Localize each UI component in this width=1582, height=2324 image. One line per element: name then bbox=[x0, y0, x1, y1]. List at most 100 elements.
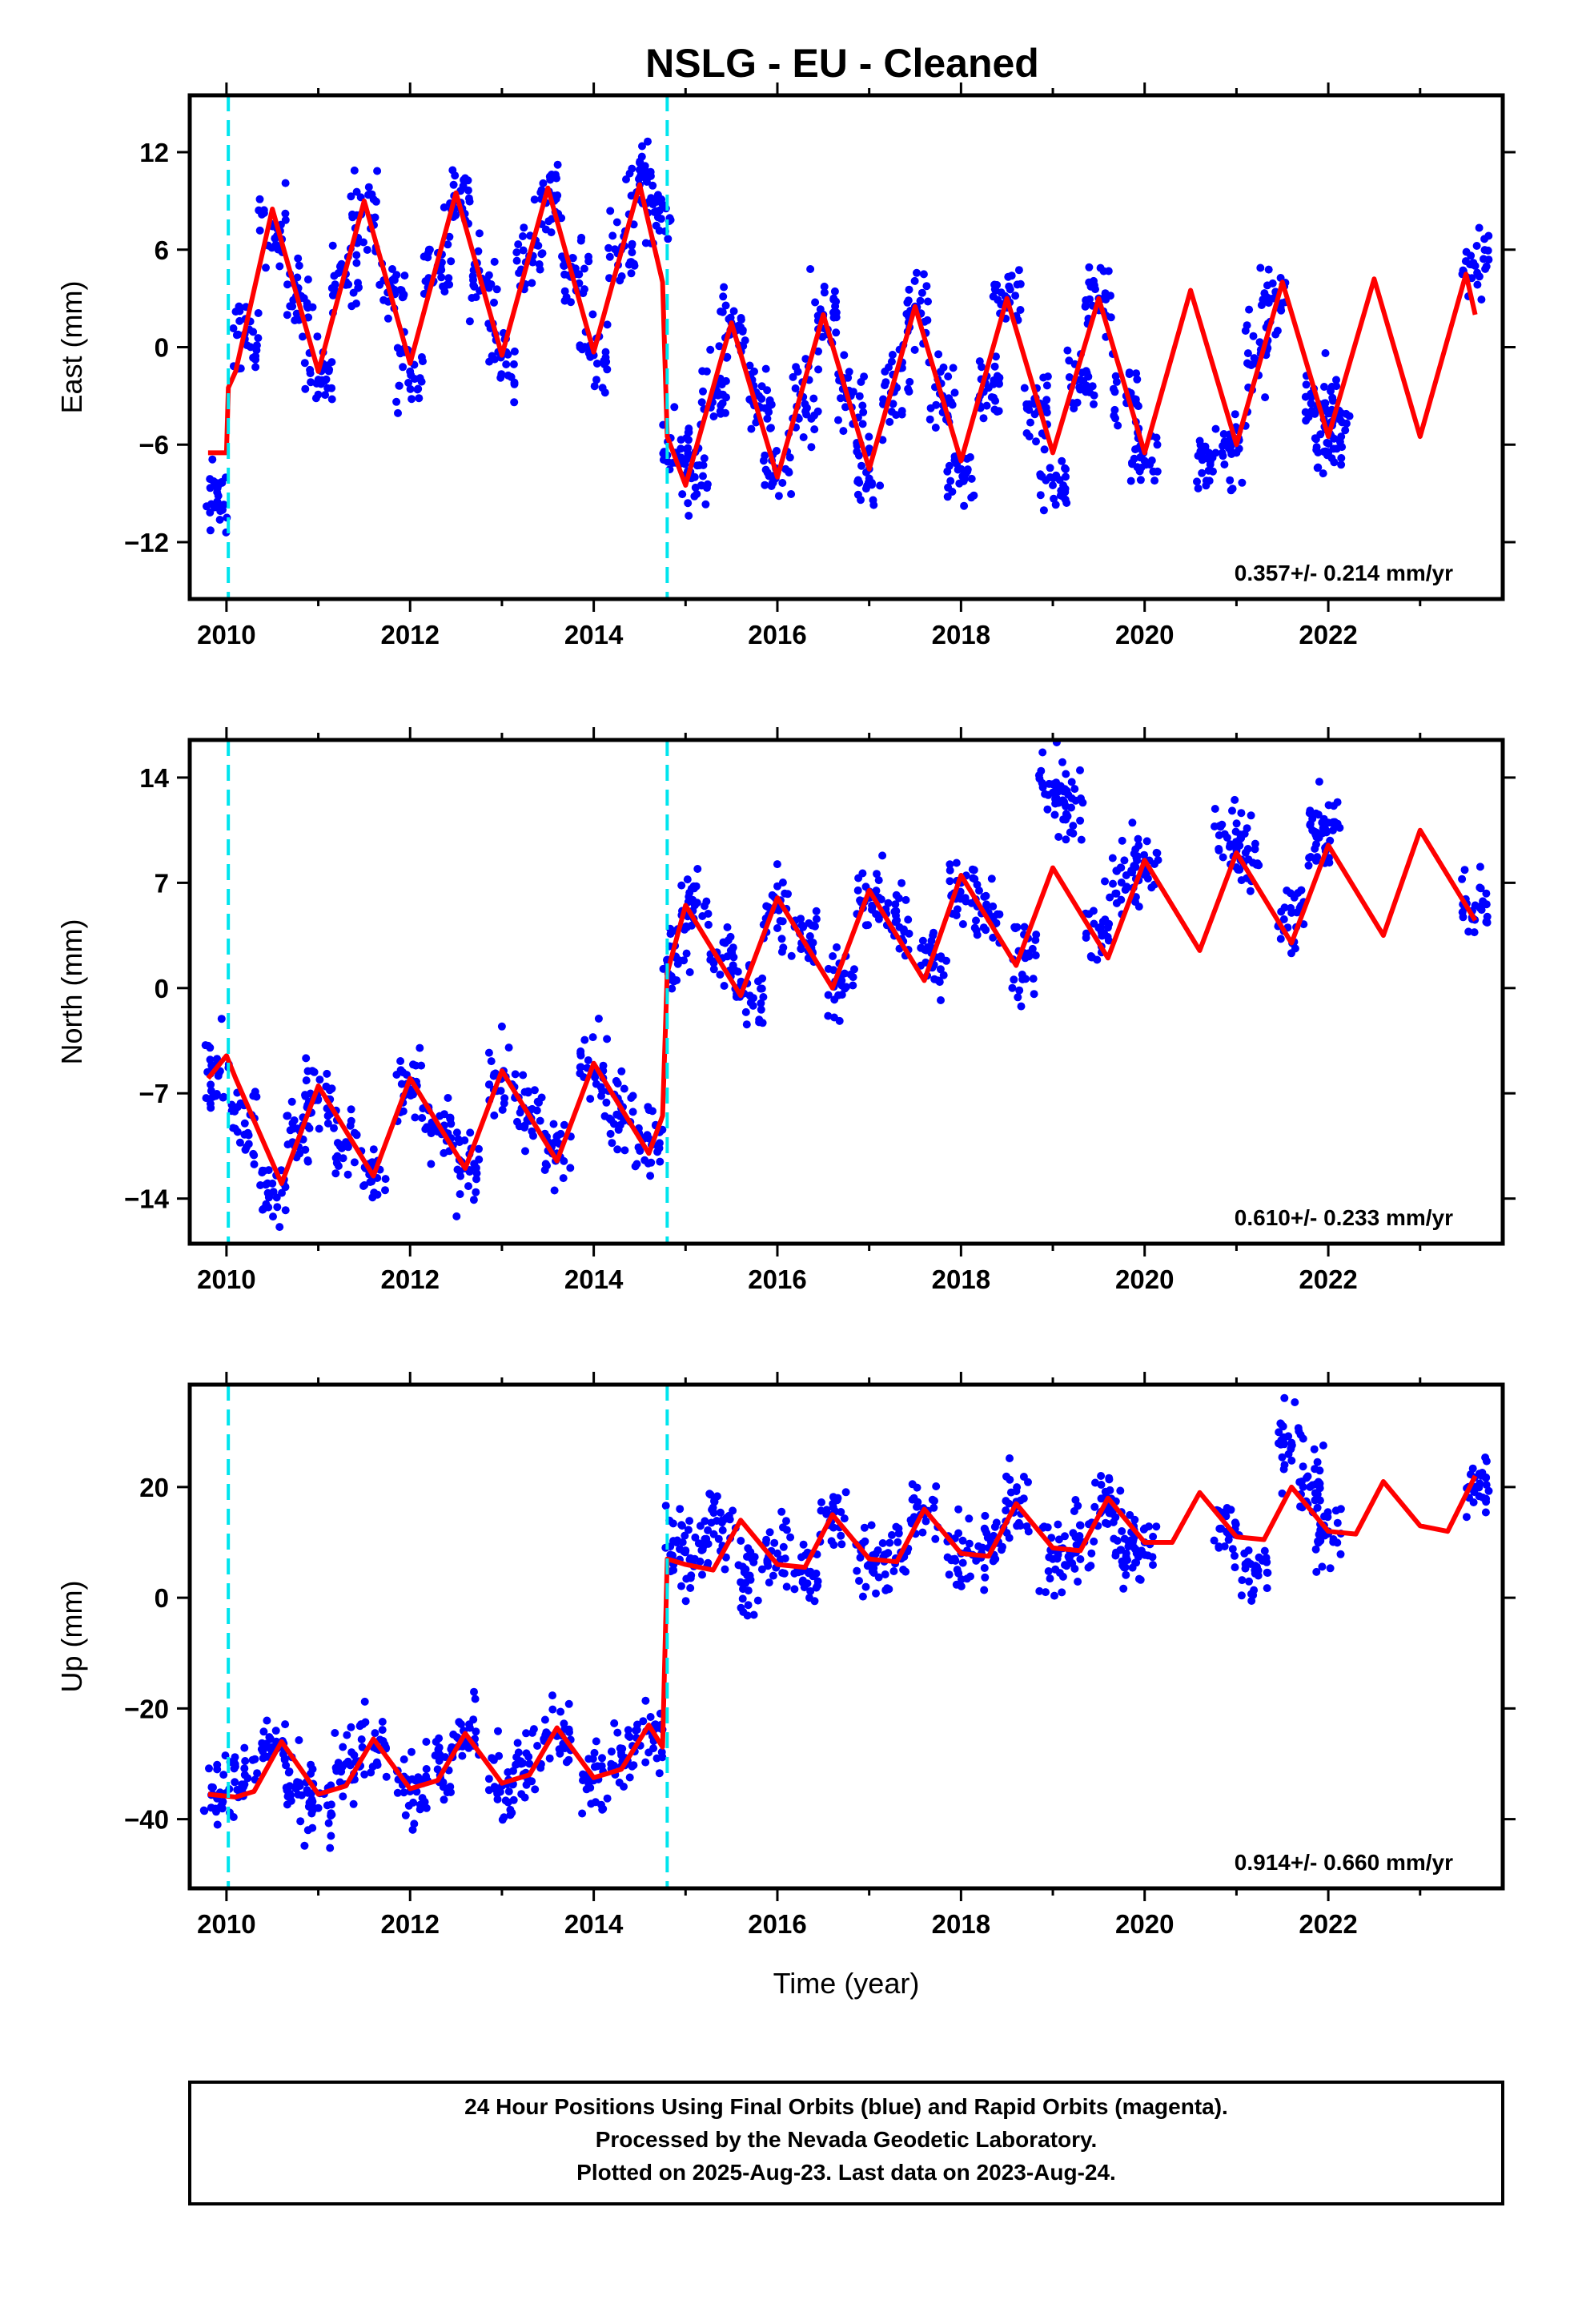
east-data-point bbox=[1330, 434, 1339, 443]
east-data-point bbox=[1085, 263, 1094, 271]
east-data-point bbox=[407, 371, 416, 380]
up-data-point bbox=[729, 1506, 737, 1515]
east-data-point bbox=[761, 480, 769, 489]
north-data-point bbox=[683, 875, 692, 884]
north-data-point bbox=[1319, 818, 1327, 827]
east-data-point bbox=[510, 398, 519, 407]
up-data-point bbox=[1336, 1550, 1345, 1558]
up-data-point bbox=[1231, 1563, 1239, 1572]
north-data-point bbox=[325, 1086, 334, 1095]
up-data-point bbox=[918, 1528, 927, 1537]
east-data-point bbox=[682, 433, 691, 442]
east-data-point bbox=[763, 468, 772, 477]
north-data-point bbox=[369, 1145, 378, 1154]
up-data-point bbox=[680, 1547, 689, 1556]
up-data-point bbox=[213, 1820, 222, 1829]
up-data-point bbox=[1139, 1525, 1148, 1534]
up-data-point bbox=[339, 1792, 347, 1801]
north-data-point bbox=[456, 1190, 464, 1199]
east-data-point bbox=[931, 424, 940, 432]
up-data-point bbox=[281, 1720, 290, 1729]
north-data-point bbox=[350, 1128, 359, 1137]
north-data-point bbox=[560, 1120, 568, 1129]
east-data-point bbox=[837, 394, 845, 403]
east-data-point bbox=[932, 400, 941, 409]
north-data-point bbox=[472, 1175, 480, 1184]
up-data-point bbox=[440, 1795, 448, 1804]
north-data-point bbox=[777, 935, 786, 943]
north-data-point bbox=[484, 1048, 493, 1057]
north-data-point bbox=[397, 1080, 406, 1088]
east-data-point bbox=[592, 376, 600, 384]
east-data-point bbox=[537, 250, 546, 259]
north-data-point bbox=[249, 1092, 258, 1100]
north-data-point bbox=[213, 1055, 222, 1063]
north-data-point bbox=[606, 1129, 615, 1138]
up-data-point bbox=[799, 1540, 808, 1549]
east-data-point bbox=[879, 395, 888, 404]
north-data-point bbox=[576, 1069, 584, 1078]
north-data-point bbox=[1253, 859, 1262, 868]
east-data-point bbox=[706, 345, 715, 354]
north-data-point bbox=[452, 1128, 461, 1137]
north-data-point bbox=[1103, 923, 1112, 932]
north-data-point bbox=[396, 1057, 405, 1065]
east-data-point bbox=[840, 351, 849, 360]
north-plot-area bbox=[201, 740, 1492, 1232]
north-data-point bbox=[399, 1107, 408, 1116]
north-data-point bbox=[444, 1094, 452, 1102]
north-data-point bbox=[1069, 822, 1078, 830]
east-data-point bbox=[303, 302, 311, 311]
up-data-point bbox=[1050, 1591, 1058, 1600]
up-data-point bbox=[1237, 1591, 1246, 1600]
up-data-point bbox=[587, 1799, 596, 1808]
up-data-point bbox=[1311, 1480, 1320, 1489]
up-data-point bbox=[517, 1790, 526, 1799]
up-data-point bbox=[1022, 1522, 1031, 1530]
up-data-point bbox=[422, 1738, 431, 1746]
north-data-point bbox=[704, 920, 713, 929]
east-data-point bbox=[1099, 267, 1108, 275]
north-data-point bbox=[1460, 866, 1469, 875]
up-data-point bbox=[335, 1765, 343, 1774]
up-data-point bbox=[840, 1514, 849, 1523]
east-data-point bbox=[1039, 506, 1048, 515]
up-data-point bbox=[913, 1483, 921, 1492]
north-data-point bbox=[773, 924, 781, 932]
up-data-point bbox=[525, 1759, 534, 1768]
east-data-point bbox=[601, 348, 610, 356]
up-data-point bbox=[1299, 1462, 1307, 1471]
east-data-point bbox=[1042, 396, 1051, 404]
up-data-point bbox=[965, 1514, 974, 1523]
east-data-point bbox=[283, 280, 291, 289]
east-data-point bbox=[251, 363, 260, 372]
east-data-point bbox=[1323, 438, 1331, 447]
north-data-point bbox=[610, 1120, 618, 1128]
north-data-point bbox=[217, 1015, 226, 1023]
up-data-point bbox=[655, 1769, 664, 1778]
east-data-point bbox=[1206, 457, 1215, 466]
up-data-point bbox=[853, 1566, 861, 1575]
up-data-point bbox=[822, 1510, 831, 1518]
up-data-point bbox=[685, 1555, 694, 1564]
east-data-point bbox=[445, 232, 454, 241]
up-data-point bbox=[1044, 1567, 1053, 1575]
east-data-point bbox=[611, 245, 620, 254]
up-data-point bbox=[704, 1558, 713, 1567]
east-data-point bbox=[288, 302, 297, 311]
north-data-point bbox=[958, 920, 967, 928]
up-data-point bbox=[716, 1508, 725, 1517]
up-data-point bbox=[1299, 1434, 1307, 1443]
east-data-point bbox=[553, 191, 562, 199]
east-ytick-label: 0 bbox=[155, 333, 169, 363]
up-data-point bbox=[524, 1752, 533, 1761]
up-data-point bbox=[1123, 1556, 1131, 1565]
east-data-point bbox=[887, 357, 896, 366]
east-data-point bbox=[1314, 448, 1323, 456]
north-data-point bbox=[953, 905, 962, 914]
north-data-point bbox=[952, 858, 961, 867]
north-data-point bbox=[1305, 809, 1314, 818]
east-data-point bbox=[1327, 382, 1336, 391]
east-data-point bbox=[738, 328, 747, 336]
north-data-point bbox=[1113, 866, 1121, 875]
